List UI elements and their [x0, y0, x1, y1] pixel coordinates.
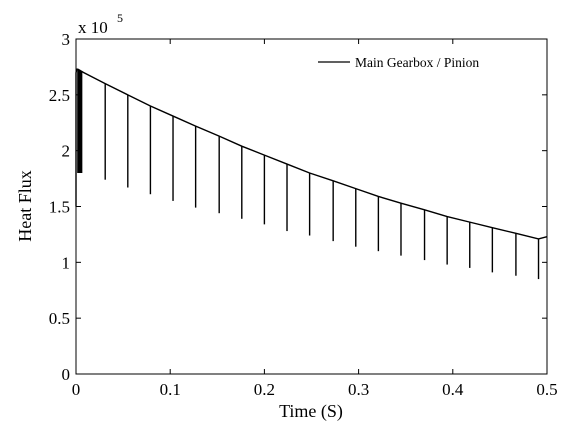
x-tick-label: 0.1	[160, 380, 181, 399]
legend-label: Main Gearbox / Pinion	[355, 55, 479, 70]
x-tick-label: 0	[72, 380, 81, 399]
y-tick-label: 0.5	[49, 309, 70, 328]
y-tick-label: 2	[62, 142, 71, 161]
y-axis: 0 0.5 1 1.5 2 2.5 3	[49, 30, 547, 384]
y-tick-label: 0	[62, 365, 71, 384]
x-axis: 0 0.1 0.2 0.3 0.4 0.5	[72, 39, 558, 399]
y-multiplier-base: x 10	[78, 18, 108, 37]
plot-area	[75, 38, 548, 375]
legend: Main Gearbox / Pinion	[318, 55, 479, 70]
series-layer	[75, 68, 548, 280]
x-tick-label: 0.5	[536, 380, 557, 399]
x-tick-label: 0.3	[348, 380, 369, 399]
x-tick-label: 0.4	[442, 380, 464, 399]
y-tick-label: 1.5	[49, 198, 70, 217]
y-tick-label: 2.5	[49, 86, 70, 105]
x-tick-label: 0.2	[254, 380, 275, 399]
y-tick-label: 1	[62, 253, 71, 272]
y-tick-label: 3	[62, 30, 71, 49]
y-multiplier-exponent: 5	[117, 11, 123, 25]
x-axis-title: Time (S)	[279, 401, 343, 421]
y-axis-title: Heat Flux	[15, 170, 35, 242]
